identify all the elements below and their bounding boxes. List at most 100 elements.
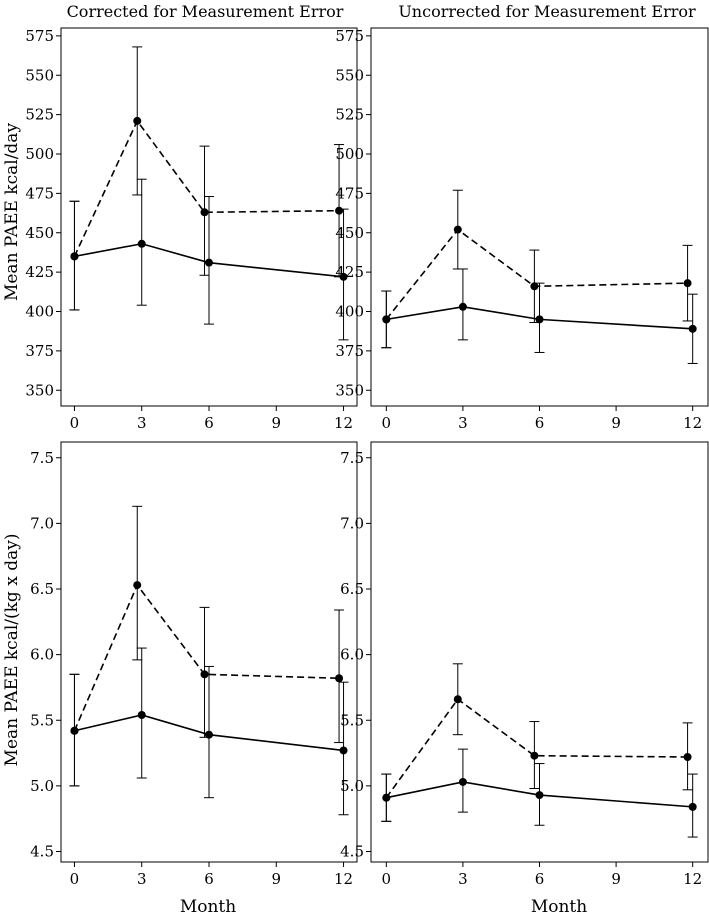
- data-point-dashed: [453, 695, 462, 704]
- y-axis-title-kcal-kg-day: Mean PAEE kcal/(kg x day): [2, 534, 22, 767]
- y-tick-label: 425: [25, 263, 54, 281]
- data-point-solid: [339, 272, 348, 281]
- panel-title-corrected: Corrected for Measurement Error: [67, 2, 344, 21]
- y-tick-label: 4.5: [30, 843, 54, 861]
- y-tick-label: 550: [335, 66, 364, 84]
- y-tick-label: 400: [25, 303, 54, 321]
- data-point-solid: [70, 726, 79, 735]
- x-axis-title-right: Month: [531, 897, 587, 917]
- x-axis-title-left: Month: [180, 897, 236, 917]
- y-tick-label: 6.0: [30, 646, 54, 664]
- y-tick-label: 575: [335, 27, 364, 45]
- x-tick-label: 3: [458, 870, 468, 888]
- series-line-solid: [74, 242, 344, 278]
- data-point-dashed: [335, 674, 344, 683]
- y-tick-label: 475: [25, 184, 54, 202]
- x-tick-label: 6: [204, 414, 214, 432]
- data-point-dashed: [133, 581, 142, 590]
- x-tick-label: 12: [683, 414, 702, 432]
- y-tick-label: 575: [25, 27, 54, 45]
- y-axis-title-kcal-day: Mean PAEE kcal/day: [2, 123, 22, 301]
- y-tick-label: 5.5: [30, 711, 54, 729]
- chart-panel-top-right: 350 375 400 425 450 475 500 525 550 575 0 3 6 9 12: [335, 27, 709, 432]
- y-tick-label: 425: [335, 263, 364, 281]
- data-point-dashed: [530, 282, 539, 291]
- data-point-solid: [339, 746, 348, 755]
- data-point-solid: [205, 730, 213, 739]
- data-point-dashed: [453, 225, 462, 234]
- x-tick-label: 6: [535, 414, 545, 432]
- y-tick-label: 6.5: [340, 580, 364, 598]
- y-tick-label: 375: [335, 342, 364, 360]
- data-point-solid: [137, 239, 146, 248]
- chart-panel-bottom-left: 4.5 5.0 5.5 6.0 6.5 7.0 7.5 0 3 6 9 12: [30, 441, 358, 888]
- series-line-dashed: [73, 119, 340, 257]
- y-tick-label: 5.5: [340, 711, 364, 729]
- chart-panel-top-left: 350 375 400 425 450 475 500 525 550 575 0 3 6 9 12: [25, 27, 358, 432]
- series-line-solid: [386, 781, 693, 808]
- data-point-solid: [382, 793, 391, 802]
- x-tick-label: 9: [611, 414, 621, 432]
- y-tick-label: 4.5: [340, 843, 364, 861]
- x-tick-label: 12: [683, 870, 702, 888]
- data-point-dashed: [200, 670, 209, 679]
- y-tick-label: 450: [25, 224, 54, 242]
- x-tick-label: 6: [535, 870, 545, 888]
- y-tick-label: 5.0: [30, 777, 54, 795]
- series-line-dashed: [385, 228, 688, 320]
- data-point-solid: [688, 324, 697, 333]
- chart-panel-bottom-right: 4.5 5.0 5.5 6.0 6.5 7.0 7.5 0 3 6 9 12: [340, 441, 709, 888]
- data-point-dashed: [200, 208, 209, 217]
- series-line-dashed: [73, 583, 340, 732]
- x-tick-label: 9: [271, 870, 281, 888]
- x-tick-label: 3: [458, 414, 468, 432]
- data-point-solid: [458, 777, 467, 786]
- y-tick-label: 525: [335, 106, 364, 124]
- series-line-solid: [74, 714, 344, 752]
- y-tick-label: 7.5: [30, 449, 54, 467]
- y-tick-label: 5.0: [340, 777, 364, 795]
- y-tick-label: 6.0: [340, 646, 364, 664]
- x-tick-label: 0: [382, 870, 392, 888]
- data-point-solid: [535, 315, 544, 324]
- y-tick-label: 450: [335, 224, 364, 242]
- data-point-solid: [535, 791, 544, 800]
- data-point-dashed: [530, 751, 539, 760]
- y-tick-label: 500: [335, 145, 364, 163]
- x-tick-label: 0: [70, 870, 80, 888]
- x-tick-label: 6: [204, 870, 214, 888]
- x-tick-label: 3: [137, 870, 147, 888]
- x-tick-label: 12: [334, 414, 353, 432]
- panel-title-uncorrected: Uncorrected for Measurement Error: [398, 2, 696, 21]
- data-point-dashed: [683, 279, 692, 288]
- y-tick-label: 500: [25, 145, 54, 163]
- series-line-dashed: [385, 698, 688, 799]
- x-tick-label: 12: [334, 870, 353, 888]
- y-tick-label: 7.0: [30, 514, 54, 532]
- plot-frame: [60, 441, 358, 863]
- y-tick-label: 350: [25, 381, 54, 399]
- data-point-dashed: [133, 116, 142, 125]
- x-tick-label: 0: [70, 414, 80, 432]
- x-tick-label: 0: [382, 414, 392, 432]
- y-tick-label: 525: [25, 106, 54, 124]
- y-tick-label: 7.0: [340, 514, 364, 532]
- y-tick-label: 6.5: [30, 580, 54, 598]
- y-tick-label: 7.5: [340, 449, 364, 467]
- x-tick-label: 3: [137, 414, 147, 432]
- data-point-dashed: [335, 206, 344, 215]
- data-point-solid: [688, 802, 697, 811]
- y-tick-label: 475: [335, 184, 364, 202]
- data-point-solid: [205, 258, 213, 267]
- data-point-solid: [70, 252, 79, 261]
- y-tick-label: 350: [335, 381, 364, 399]
- series-line-solid: [386, 305, 693, 330]
- x-tick-label: 9: [611, 870, 621, 888]
- y-tick-label: 550: [25, 66, 54, 84]
- data-point-solid: [458, 302, 467, 311]
- y-tick-label: 400: [335, 303, 364, 321]
- data-point-dashed: [683, 753, 692, 761]
- data-point-solid: [137, 711, 146, 719]
- y-tick-label: 375: [25, 342, 54, 360]
